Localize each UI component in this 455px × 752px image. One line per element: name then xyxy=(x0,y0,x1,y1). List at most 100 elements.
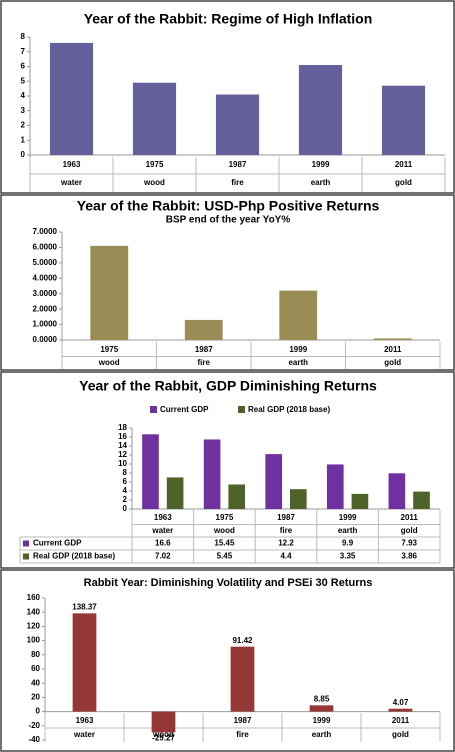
bar xyxy=(388,473,406,509)
y-tick-label: 6 xyxy=(123,477,128,486)
x-subcategory-label: water xyxy=(60,178,82,187)
bar xyxy=(215,94,260,155)
y-tick-label: 100 xyxy=(27,636,41,645)
x-tick-label: 1963 xyxy=(63,160,81,169)
y-tick-label: 140 xyxy=(27,607,41,616)
y-tick-label: 1 xyxy=(21,135,26,144)
y-tick-label: 7 xyxy=(21,47,26,56)
y-tick-label: 120 xyxy=(27,622,41,631)
bar xyxy=(309,705,334,712)
y-tick-label: 3 xyxy=(21,106,26,115)
x-tick-label: 1987 xyxy=(277,513,295,522)
x-tick-label: 1975 xyxy=(216,513,234,522)
legend-swatch xyxy=(23,553,29,560)
table-cell: 3.35 xyxy=(340,552,356,561)
data-label: -29.27 xyxy=(152,733,175,742)
legend-label: Real GDP (2018 base) xyxy=(248,405,330,414)
bar xyxy=(142,434,159,509)
y-tick-label: 18 xyxy=(118,423,127,432)
y-tick-label: 10 xyxy=(118,459,127,468)
y-tick-label: 2.0000 xyxy=(33,304,58,313)
legend-swatch xyxy=(238,406,245,413)
chart-subtitle: BSP end of the year YoY% xyxy=(166,215,291,226)
x-tick-label: 1963 xyxy=(76,716,94,725)
table-row-label: Current GDP xyxy=(33,539,82,548)
legend-label: Current GDP xyxy=(160,405,209,414)
x-tick-label: 1999 xyxy=(313,716,331,725)
x-tick-label: 2011 xyxy=(395,160,413,169)
table-row-label: Real GDP (2018 base) xyxy=(33,552,115,561)
y-tick-label: 8 xyxy=(123,468,128,477)
x-subcategory-label: wood xyxy=(143,178,165,187)
x-subcategory-label: gold xyxy=(395,178,412,187)
chart-title: Year of the Rabbit, GDP Diminishing Retu… xyxy=(79,378,377,394)
table-cell: 4.4 xyxy=(280,552,292,561)
x-tick-label: 2011 xyxy=(392,716,410,725)
data-label: 8.85 xyxy=(314,694,330,703)
x-tick-label: 1963 xyxy=(154,513,172,522)
x-tick-label: 1987 xyxy=(229,160,247,169)
panel xyxy=(0,194,455,371)
y-tick-label: 20 xyxy=(31,693,40,702)
y-tick-label: 0 xyxy=(123,504,128,513)
y-tick-label: 60 xyxy=(31,664,40,673)
x-subcategory-label: fire xyxy=(236,730,249,739)
bar xyxy=(413,491,430,509)
panel xyxy=(0,569,455,752)
y-tick-label: 6.0000 xyxy=(33,243,58,252)
x-subcategory-label: fire xyxy=(280,526,293,535)
y-tick-label: 3.0000 xyxy=(33,289,58,298)
y-tick-label: 5.0000 xyxy=(33,258,58,267)
bar xyxy=(203,439,221,509)
x-subcategory-label: earth xyxy=(288,358,308,367)
x-subcategory-label: earth xyxy=(338,526,358,535)
table-cell: 15.45 xyxy=(214,539,235,548)
y-tick-label: 0.0000 xyxy=(33,335,58,344)
table-cell: 12.2 xyxy=(278,539,294,548)
bar xyxy=(381,85,426,155)
table-cell: 7.93 xyxy=(401,539,417,548)
y-tick-label: 4 xyxy=(21,91,26,100)
y-tick-label: 160 xyxy=(27,593,41,602)
bar xyxy=(228,484,246,509)
bar xyxy=(166,477,184,509)
y-tick-label: -20 xyxy=(28,721,40,730)
y-tick-label: 80 xyxy=(31,650,40,659)
x-tick-label: 2011 xyxy=(384,345,402,354)
x-subcategory-label: water xyxy=(73,730,95,739)
y-tick-label: 5 xyxy=(21,76,26,85)
y-tick-label: -40 xyxy=(28,735,40,744)
x-subcategory-label: wood xyxy=(98,358,120,367)
x-subcategory-label: fire xyxy=(198,358,211,367)
y-tick-label: 2 xyxy=(21,121,26,130)
x-tick-label: 2011 xyxy=(401,513,419,522)
y-tick-label: 2 xyxy=(123,495,128,504)
bar xyxy=(279,290,318,340)
y-tick-label: 8 xyxy=(21,32,26,41)
data-label: 4.07 xyxy=(393,698,409,707)
chart-title: Year of the Rabbit: Regime of High Infla… xyxy=(84,11,373,27)
chart-title: Rabbit Year: Diminishing Volatility and … xyxy=(84,577,373,589)
x-tick-label: 1975 xyxy=(100,345,118,354)
bar xyxy=(90,245,129,340)
y-tick-label: 0 xyxy=(21,150,26,159)
data-label: 91.42 xyxy=(232,636,253,645)
data-label: 138.37 xyxy=(72,602,97,611)
chart-title: Year of the Rabbit: USD-Php Positive Ret… xyxy=(77,198,380,214)
legend-swatch xyxy=(150,406,157,413)
bar xyxy=(373,338,412,340)
x-subcategory-label: fire xyxy=(231,178,244,187)
x-tick-label: 1987 xyxy=(234,716,252,725)
x-tick-label: 1975 xyxy=(146,160,164,169)
y-tick-label: 1.0000 xyxy=(33,320,58,329)
bar xyxy=(351,493,369,509)
x-tick-label: 1999 xyxy=(312,160,330,169)
y-tick-label: 7.0000 xyxy=(33,227,58,236)
x-subcategory-label: water xyxy=(151,526,173,535)
x-subcategory-label: gold xyxy=(392,730,409,739)
bar xyxy=(49,42,94,155)
y-tick-label: 6 xyxy=(21,62,26,71)
x-subcategory-label: gold xyxy=(401,526,418,535)
bar xyxy=(388,708,413,712)
bar xyxy=(184,319,223,340)
